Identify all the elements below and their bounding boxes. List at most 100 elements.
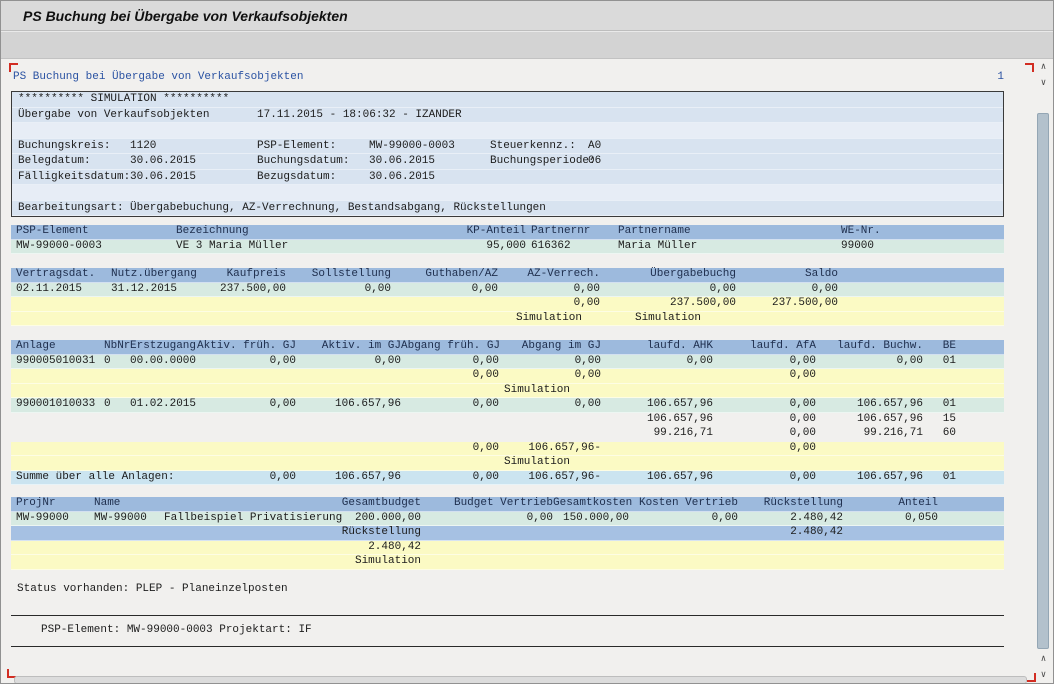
table-row[interactable]: 99.216,710,0099.216,7160 <box>11 427 1004 442</box>
table-row[interactable]: Simulation <box>11 456 1004 471</box>
table-cell <box>11 526 89 540</box>
table-cell: Partnernr <box>526 225 613 239</box>
sim-line: Bearbeitungsart:Übergabebuchung, AZ-Verr… <box>12 201 1003 217</box>
table-cell: 0,00 <box>499 369 601 383</box>
table-row[interactable]: 990005010031000.00.00000,000,000,000,000… <box>11 355 1004 370</box>
table-header-row: ProjNrNameGesamtbudgetBudget VertriebGes… <box>11 497 1004 512</box>
table-row[interactable]: Summe über alle Anlagen:0,00106.657,960,… <box>11 471 1004 486</box>
table-cell: 01 <box>923 471 956 485</box>
scroll-down-icon[interactable]: ∨ <box>1035 77 1052 91</box>
table-cell <box>736 312 838 326</box>
sim-text: Buchungsperiode: <box>490 154 596 169</box>
list-content: PS Buchung bei Übergabe von Verkaufsobje… <box>1 59 1035 684</box>
table-cell: 99000 <box>836 240 1004 254</box>
table-cell <box>125 456 191 470</box>
table-row[interactable]: 0,00237.500,00237.500,00 <box>11 297 1004 312</box>
table-cell: Maria Müller <box>613 240 836 254</box>
list-corner-marker-icon <box>1025 63 1034 72</box>
scrollbar-thumb[interactable] <box>1037 113 1049 649</box>
table-cell: 0,00 <box>498 283 600 297</box>
scroll-down-icon[interactable]: ∨ <box>1035 669 1052 683</box>
table-cell: Rückstellung <box>738 497 843 511</box>
table-cell: 0,00 <box>191 471 296 485</box>
sim-line: Buchungskreis:1120PSP-Element:MW-99000-0… <box>12 139 1003 155</box>
table-cell: 2.480,42 <box>738 526 843 540</box>
scroll-up-icon[interactable]: ∧ <box>1035 653 1052 667</box>
table-cell <box>629 555 738 569</box>
table-cell <box>601 369 713 383</box>
table-cell: 0,00 <box>600 283 736 297</box>
table-cell: 106.657,96- <box>499 442 601 456</box>
partner-table: PSP-ElementBezeichnungKP-AnteilPartnernr… <box>11 225 1004 254</box>
table-cell <box>738 555 843 569</box>
table-row[interactable]: Simulation <box>11 555 1004 570</box>
table-row[interactable]: MW-99000MW-99000Fallbeispiel Privatisier… <box>11 512 1004 527</box>
table-cell: 60 <box>923 427 956 441</box>
table-header-row: AnlageNbNrErstzugangAktiv. früh. GJAktiv… <box>11 340 1004 355</box>
table-cell <box>838 268 1003 282</box>
table-cell: Simulation <box>600 312 736 326</box>
sim-text: A0 <box>588 139 601 154</box>
sim-text: ********** SIMULATION ********** <box>18 92 229 107</box>
table-cell: Rückstellung <box>339 526 421 540</box>
table-row[interactable]: 2.480,42 <box>11 541 1004 556</box>
sim-text: 30.06.2015 <box>369 154 435 169</box>
table-cell: 00.00.0000 <box>125 355 191 369</box>
table-cell <box>296 413 401 427</box>
table-cell: Saldo <box>736 268 838 282</box>
window-titlebar: PS Buchung bei Übergabe von Verkaufsobje… <box>1 1 1053 31</box>
table-cell <box>816 384 923 398</box>
table-row[interactable]: 0,000,000,00 <box>11 369 1004 384</box>
table-cell: 0,00 <box>713 471 816 485</box>
table-cell: 01.02.2015 <box>125 398 191 412</box>
table-cell: 0,00 <box>499 398 601 412</box>
sim-text: 1120 <box>130 139 156 154</box>
table-row[interactable]: Rückstellung 2.480,42 <box>11 526 1004 541</box>
table-cell: KP-Anteil <box>456 225 526 239</box>
table-cell <box>106 312 211 326</box>
table-cell <box>738 541 843 555</box>
table-cell <box>421 555 553 569</box>
table-cell <box>159 555 339 569</box>
table-cell: Aktiv. früh. GJ <box>191 340 296 354</box>
table-cell: 237.500,00 <box>736 297 838 311</box>
table-cell: 106.657,96 <box>816 413 923 427</box>
sim-text: 17.11.2015 - 18:06:32 - IZANDER <box>257 108 462 123</box>
table-cell <box>553 526 629 540</box>
window-title: PS Buchung bei Übergabe von Verkaufsobje… <box>23 8 348 24</box>
table-cell <box>391 312 498 326</box>
table-cell: laufd. AHK <box>601 340 713 354</box>
table-cell <box>11 297 106 311</box>
table-header-row: PSP-ElementBezeichnungKP-AnteilPartnernr… <box>11 225 1004 240</box>
table-row[interactable]: 02.11.201531.12.2015237.500,000,000,000,… <box>11 283 1004 298</box>
table-cell: 990005010031 <box>11 355 99 369</box>
table-row[interactable]: SimulationSimulation <box>11 312 1004 327</box>
table-cell: PSP-Element <box>11 225 171 239</box>
table-cell: 0,00 <box>499 355 601 369</box>
table-cell: 0,00 <box>629 512 738 526</box>
table-cell <box>843 526 938 540</box>
scroll-up-icon[interactable]: ∧ <box>1035 61 1052 75</box>
table-cell <box>956 456 1003 470</box>
vertical-scrollbar[interactable]: ∧ ∨ ∧ ∨ <box>1035 61 1052 683</box>
table-cell: Aktiv. im GJ <box>296 340 401 354</box>
horizontal-scrollbar[interactable] <box>14 676 1027 684</box>
table-row[interactable]: MW-99000-0003VE 3 Maria Müller95,0006163… <box>11 240 1004 255</box>
table-cell <box>191 384 296 398</box>
table-row[interactable]: 990001010033001.02.20150,00106.657,960,0… <box>11 398 1004 413</box>
table-cell: 106.657,96 <box>816 471 923 485</box>
table-cell <box>956 427 1003 441</box>
table-cell: MW-99000 <box>89 512 159 526</box>
table-row[interactable]: Simulation <box>11 384 1004 399</box>
table-cell <box>923 369 956 383</box>
table-cell <box>99 427 125 441</box>
table-row[interactable]: 106.657,960,00106.657,9615 <box>11 413 1004 428</box>
table-cell: 0,00 <box>713 369 816 383</box>
table-cell <box>106 297 211 311</box>
table-cell: 99.216,71 <box>816 427 923 441</box>
table-row[interactable]: 0,00106.657,96-0,00 <box>11 442 1004 457</box>
table-cell: Guthaben/AZ <box>391 268 498 282</box>
table-cell <box>956 471 1003 485</box>
table-cell <box>401 413 499 427</box>
sim-text: 30.06.2015 <box>369 170 435 185</box>
